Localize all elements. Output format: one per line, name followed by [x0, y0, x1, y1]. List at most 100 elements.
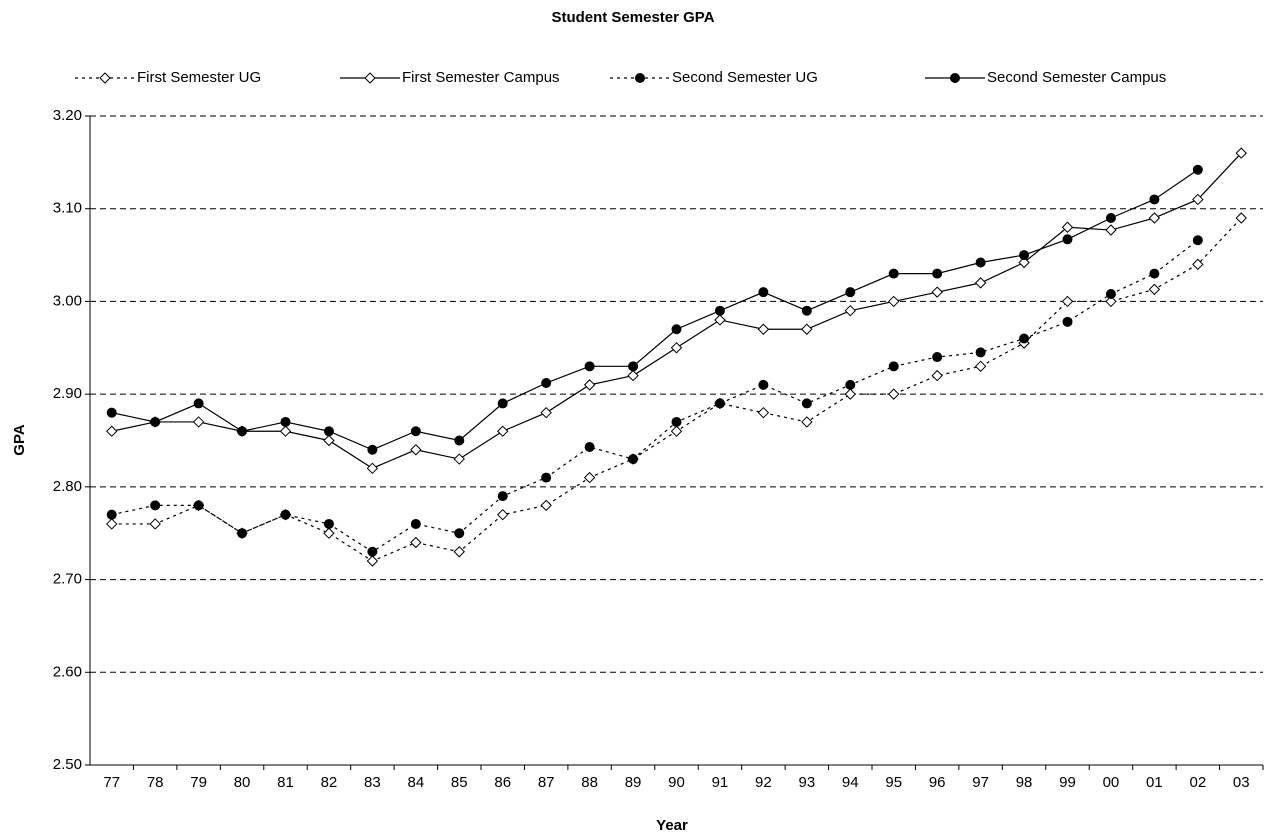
data-point [237, 528, 248, 539]
chart-title: Student Semester GPA [551, 9, 714, 26]
data-point [410, 444, 422, 456]
x-tick-label: 93 [798, 774, 815, 791]
data-point [323, 426, 334, 437]
data-point [323, 518, 334, 529]
data-point [757, 406, 770, 419]
data-point [931, 286, 943, 298]
data-point [453, 546, 465, 558]
x-tick-label: 84 [407, 774, 424, 791]
data-point [540, 499, 552, 512]
data-point [1192, 164, 1203, 175]
data-point [758, 379, 769, 390]
data-point [628, 361, 639, 372]
x-tick-label: 87 [538, 774, 555, 791]
data-point [410, 426, 421, 437]
data-point [540, 406, 552, 419]
x-tick-label: 01 [1146, 774, 1163, 791]
data-point [1105, 224, 1117, 236]
data-point [497, 425, 509, 437]
data-point [541, 378, 552, 389]
data-point [367, 546, 378, 557]
data-point [801, 416, 813, 428]
data-point [932, 352, 943, 363]
data-point [584, 361, 595, 372]
x-tick-label: 03 [1233, 774, 1250, 791]
data-point [453, 453, 465, 465]
data-point [1148, 212, 1161, 224]
x-tick-label: 83 [364, 774, 381, 791]
x-tick-label: 79 [190, 774, 207, 791]
data-point [584, 441, 595, 452]
x-tick-label: 77 [103, 774, 120, 791]
data-point [670, 342, 683, 354]
data-point [757, 323, 770, 335]
data-point [1062, 316, 1073, 327]
data-point [106, 509, 117, 520]
data-point [974, 360, 987, 373]
data-point [801, 398, 812, 409]
data-point [1019, 333, 1030, 344]
data-point [628, 454, 639, 465]
data-point [279, 425, 292, 437]
data-point [192, 416, 205, 428]
data-point [1019, 250, 1030, 261]
data-point [583, 379, 596, 391]
data-point [845, 379, 856, 390]
data-point [627, 369, 639, 382]
data-point [497, 491, 508, 502]
data-point [1149, 268, 1160, 279]
y-tick-label: 3.00 [53, 292, 82, 309]
x-tick-label: 96 [929, 774, 946, 791]
x-tick-label: 88 [581, 774, 598, 791]
x-tick-label: 94 [842, 774, 859, 791]
data-point [366, 462, 379, 475]
data-point [714, 314, 726, 326]
data-point [410, 536, 422, 549]
data-point [237, 426, 248, 437]
y-tick-label: 2.70 [53, 571, 82, 588]
data-point [801, 323, 813, 335]
data-point [670, 425, 683, 437]
data-point [149, 518, 161, 530]
data-point [280, 416, 291, 427]
x-tick-label: 92 [755, 774, 772, 791]
data-point [714, 305, 725, 316]
x-tick-label: 02 [1189, 774, 1206, 791]
data-point [1192, 193, 1204, 206]
y-tick-label: 2.80 [53, 478, 82, 495]
data-point [410, 518, 421, 529]
data-point [1149, 194, 1160, 205]
data-point [931, 369, 943, 382]
data-point [758, 287, 769, 298]
x-tick-label: 98 [1016, 774, 1033, 791]
y-tick-label: 3.10 [53, 200, 82, 217]
x-tick-label: 00 [1103, 774, 1120, 791]
x-tick-label: 99 [1059, 774, 1076, 791]
data-point [280, 509, 291, 520]
y-axis-title: GPA [11, 424, 28, 456]
data-point [1105, 295, 1117, 308]
y-tick-label: 2.90 [53, 385, 82, 402]
data-point [844, 304, 856, 317]
data-point [366, 555, 379, 567]
data-point [150, 500, 161, 511]
data-point [323, 527, 335, 539]
data-point [193, 398, 204, 409]
data-point [845, 287, 856, 298]
x-tick-label: 90 [668, 774, 685, 791]
data-point [671, 416, 682, 427]
data-point [497, 508, 509, 521]
data-point [671, 324, 682, 335]
data-point [1105, 289, 1116, 300]
data-point [106, 407, 117, 418]
x-tick-label: 80 [234, 774, 251, 791]
data-point [367, 444, 378, 455]
x-tick-label: 91 [712, 774, 729, 791]
x-tick-label: 95 [885, 774, 902, 791]
data-point [323, 434, 335, 447]
data-point [106, 425, 118, 437]
data-point [1061, 221, 1074, 233]
x-tick-label: 89 [625, 774, 642, 791]
data-point [1061, 295, 1074, 308]
